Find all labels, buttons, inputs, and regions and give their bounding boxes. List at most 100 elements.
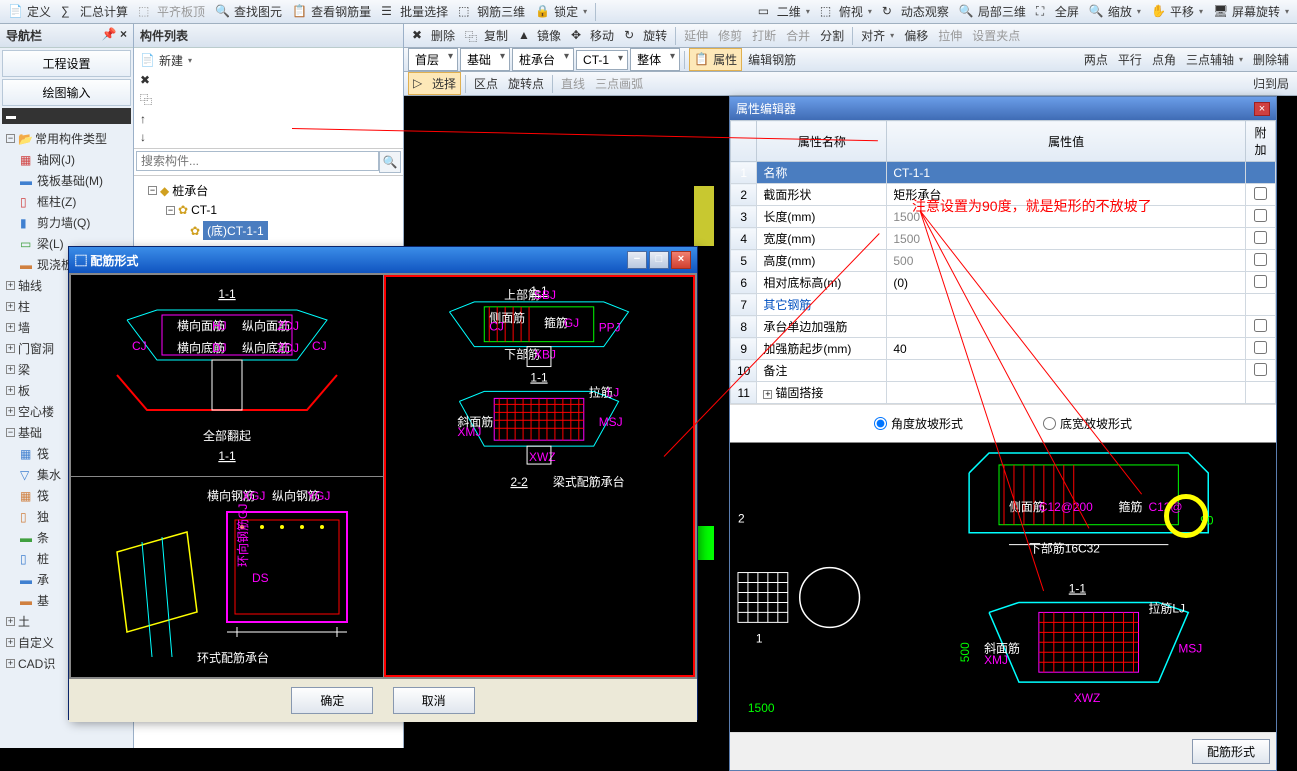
rebar-cell-1[interactable]: 1-1 横向面筋HJ 纵向面筋ZDJ 横向底筋DJ 纵向底筋ZDJ CJCJ 全…: [71, 275, 383, 476]
chk-3[interactable]: [1254, 209, 1267, 222]
tb-view-rebar[interactable]: 📋查看钢筋量: [288, 1, 375, 22]
combo-scope[interactable]: 整体: [630, 48, 680, 71]
tb-rotpt[interactable]: 旋转点: [504, 73, 548, 94]
chk-4[interactable]: [1254, 231, 1267, 244]
rebar-form-button[interactable]: 配筋形式: [1192, 739, 1270, 764]
tb-delaux[interactable]: 删除辅: [1249, 49, 1293, 70]
tb-delete[interactable]: ✖删除: [408, 25, 459, 46]
tb-batch[interactable]: ☰批量选择: [377, 1, 452, 22]
tb-move[interactable]: ✥移动: [567, 25, 618, 46]
nav-btn-project[interactable]: 工程设置: [2, 50, 131, 77]
prop-title[interactable]: 属性编辑器 ×: [730, 97, 1276, 120]
tb-local3d[interactable]: 🔍局部三维: [955, 1, 1030, 22]
nav-btn-draw[interactable]: 绘图输入: [2, 79, 131, 106]
combo-type[interactable]: 桩承台: [512, 48, 574, 71]
tb-arc3[interactable]: 三点画弧: [591, 73, 647, 94]
close-button[interactable]: ×: [671, 251, 691, 269]
tb-offset[interactable]: 偏移: [900, 25, 932, 46]
tb-rotate2[interactable]: ↻旋转: [620, 25, 671, 46]
cancel-button[interactable]: 取消: [393, 687, 475, 714]
tb-pan[interactable]: ✋平移▾: [1147, 1, 1207, 22]
combo-item[interactable]: CT-1: [576, 50, 628, 70]
comp-del-icon[interactable]: ✖: [136, 71, 401, 89]
tb-select[interactable]: ▷选择: [408, 72, 461, 95]
collapse-icon[interactable]: ▬: [6, 111, 16, 122]
chk-5[interactable]: [1254, 253, 1267, 266]
tb-3pt[interactable]: 三点辅轴▾: [1182, 49, 1247, 70]
maximize-button[interactable]: □: [649, 251, 669, 269]
tb-extend[interactable]: 延伸: [680, 25, 712, 46]
tree-leaf[interactable]: ✿(底)CT-1-1: [138, 219, 399, 242]
edit-toolbar: ✖删除 ⿻复制 ▲镜像 ✥移动 ↻旋转 延伸 修剪 打断 合并 分割 对齐▾ 偏…: [404, 24, 1297, 48]
chk-2[interactable]: [1254, 187, 1267, 200]
tb-merge[interactable]: 合并: [782, 25, 814, 46]
tb-flat[interactable]: ⬚平齐板顶: [134, 1, 209, 22]
new-button[interactable]: 📄新建▾: [136, 50, 401, 71]
chk-6[interactable]: [1254, 275, 1267, 288]
close-button[interactable]: ×: [1254, 102, 1270, 116]
tb-rotate[interactable]: 🖥屏幕旋转▾: [1209, 1, 1293, 22]
ok-button[interactable]: 确定: [291, 687, 373, 714]
tb-parallel[interactable]: 平行: [1114, 49, 1146, 70]
tb-find[interactable]: 🔍查找图元: [211, 1, 286, 22]
tb-align[interactable]: 对齐▾: [857, 25, 898, 46]
tb-regpt[interactable]: 区点: [470, 73, 502, 94]
annotation-text: 注意设置为90度，就是矩形的不放坡了: [912, 196, 1152, 216]
rebar-title[interactable]: ⬚ 配筋形式 − □ ×: [69, 247, 697, 273]
nav-item-wall[interactable]: ▮剪力墙(Q): [2, 212, 131, 233]
tree-root[interactable]: −◆桩承台: [138, 180, 399, 201]
nav-item-raft[interactable]: ▬筏板基础(M): [2, 170, 131, 191]
tb-sum[interactable]: ∑汇总计算: [57, 1, 132, 22]
comp-down-icon[interactable]: ↓: [136, 128, 401, 146]
tb-trim[interactable]: 修剪: [714, 25, 746, 46]
prop-row-4[interactable]: 4宽度(mm)1500: [731, 228, 1276, 250]
svg-text:CJ: CJ: [490, 320, 505, 334]
tb-2d[interactable]: ▭二维▾: [754, 1, 814, 22]
tb-orbit[interactable]: ↻动态观察: [878, 1, 953, 22]
prop-row-5[interactable]: 5高度(mm)500: [731, 250, 1276, 272]
tb-2pt[interactable]: 两点: [1080, 49, 1112, 70]
prop-row-11[interactable]: 11+锚固搭接: [731, 382, 1276, 404]
tb-top[interactable]: ⬚俯视▾: [816, 1, 876, 22]
comp-up-icon[interactable]: ↑: [136, 110, 401, 128]
tb-zoom[interactable]: 🔍缩放▾: [1085, 1, 1145, 22]
tb-copy[interactable]: ⿻复制: [461, 25, 512, 46]
tb-lock[interactable]: 🔒锁定▾: [531, 1, 591, 22]
tb-split[interactable]: 分割: [816, 25, 848, 46]
tb-ptang[interactable]: 点角: [1148, 49, 1180, 70]
tb-mirror[interactable]: ▲镜像: [514, 25, 565, 46]
tb-stretch[interactable]: 拉伸: [934, 25, 966, 46]
nav-section[interactable]: −📂常用构件类型: [2, 128, 131, 149]
chk-8[interactable]: [1254, 319, 1267, 332]
prop-row-9[interactable]: 9加强筋起步(mm)40: [731, 338, 1276, 360]
chk-10[interactable]: [1254, 363, 1267, 376]
tb-break[interactable]: 打断: [748, 25, 780, 46]
nav-item-grid[interactable]: ▦轴网(J): [2, 149, 131, 170]
combo-floor[interactable]: 首层: [408, 48, 458, 71]
tb-3d[interactable]: ⬚钢筋三维: [454, 1, 529, 22]
rebar-cell-2[interactable]: 1-1 上部筋SBJ 侧面筋CJ 箍筋GJ PPJ 下部筋XBJ 1-1: [384, 275, 696, 677]
rebar-cell-3[interactable]: 横向钢筋XGJ 纵向钢筋YGJ 环向钢筋GJ DS 环式配筋承台: [71, 477, 383, 678]
prop-row-1[interactable]: 1名称CT-1-1: [731, 162, 1276, 184]
tb-props[interactable]: 📋属性: [689, 48, 742, 71]
prop-row-10[interactable]: 10备注: [731, 360, 1276, 382]
search-button[interactable]: 🔍: [379, 151, 401, 173]
search-input[interactable]: [136, 151, 379, 171]
tb-edit-rebar[interactable]: 编辑钢筋: [744, 49, 800, 70]
tb-tolocal[interactable]: 归到局: [1249, 73, 1293, 94]
prop-row-7[interactable]: 7其它钢筋: [731, 294, 1276, 316]
combo-category[interactable]: 基础: [460, 48, 510, 71]
pin-icon[interactable]: 📌 ×: [102, 27, 127, 44]
prop-row-6[interactable]: 6相对底标高(m)(0): [731, 272, 1276, 294]
fullscreen-icon: ⛶: [1036, 4, 1052, 20]
tb-full[interactable]: ⛶全屏: [1032, 1, 1083, 22]
radio-angle[interactable]: 角度放坡形式: [874, 415, 963, 432]
nav-item-col[interactable]: ▯框柱(Z): [2, 191, 131, 212]
tb-grip[interactable]: 设置夹点: [968, 25, 1024, 46]
comp-copy-icon[interactable]: ⿻: [136, 89, 401, 110]
chk-9[interactable]: [1254, 341, 1267, 354]
tree-child[interactable]: −✿CT-1: [138, 201, 399, 219]
tb-line[interactable]: 直线: [557, 73, 589, 94]
minimize-button[interactable]: −: [627, 251, 647, 269]
tb-define[interactable]: 📄定义: [4, 1, 55, 22]
